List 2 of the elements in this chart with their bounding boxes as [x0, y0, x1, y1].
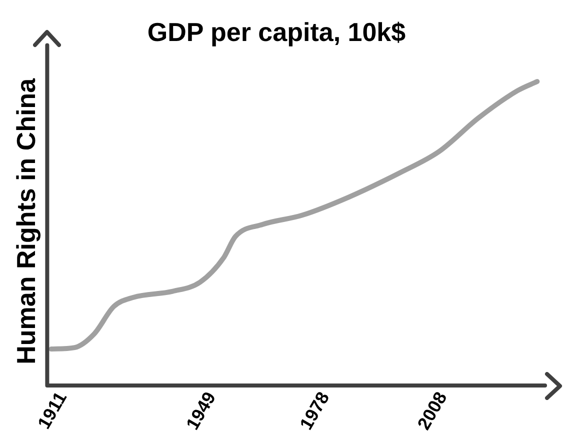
y-axis-title: Human Rights in China	[10, 78, 41, 364]
chart-title: GDP per capita, 10k$	[147, 16, 406, 47]
